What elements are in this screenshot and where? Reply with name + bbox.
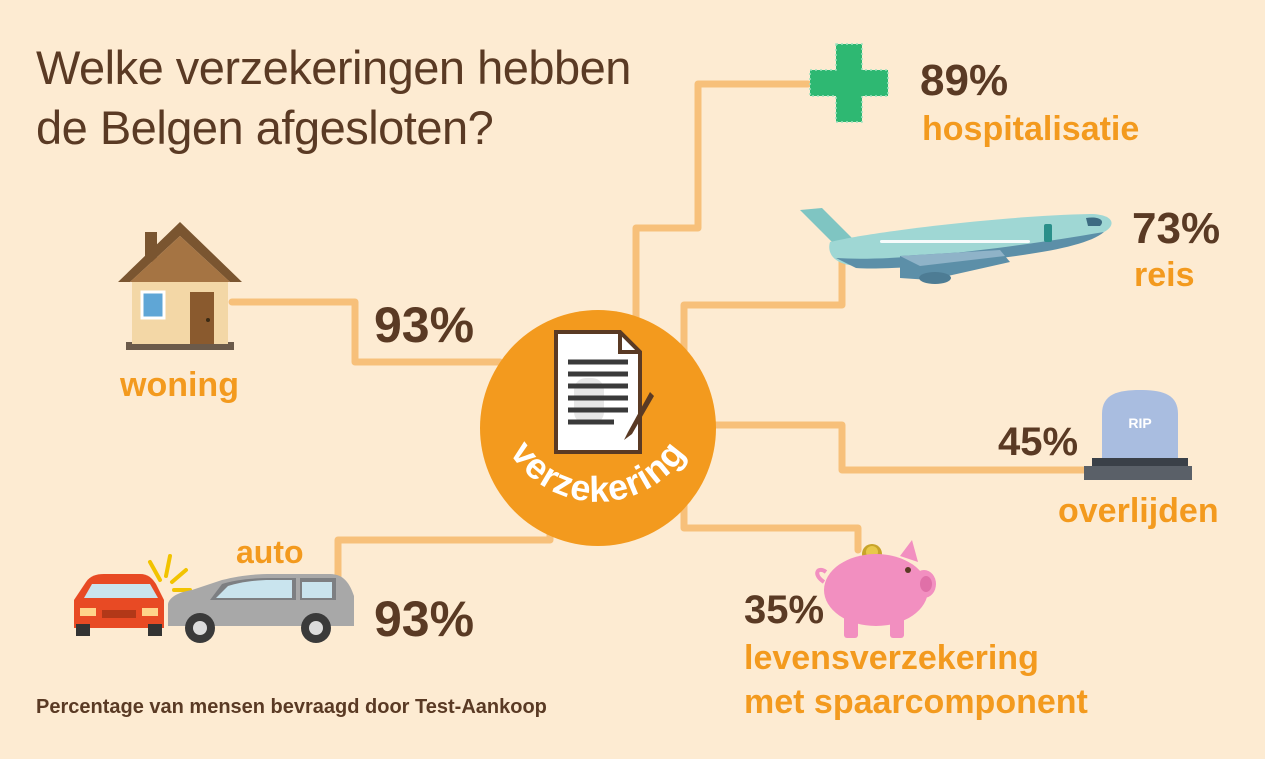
leven-label-line1: levensverzekering bbox=[744, 639, 1039, 677]
leven-percent: 35% bbox=[744, 588, 825, 632]
woning-label: woning bbox=[120, 366, 239, 404]
title-line2: de Belgen afgesloten? bbox=[36, 101, 494, 154]
hospitalisatie-label: hospitalisatie bbox=[922, 110, 1140, 148]
medical-cross-icon bbox=[809, 43, 889, 123]
reis-percent: 73% bbox=[1132, 204, 1221, 253]
footer-note: Percentage van mensen bevraagd door Test… bbox=[36, 696, 547, 718]
connector-overlijden bbox=[708, 421, 1092, 474]
connector-reis bbox=[680, 258, 846, 364]
woning-percent: 93% bbox=[374, 297, 475, 353]
house-icon bbox=[118, 222, 242, 350]
car-collision-icon bbox=[74, 554, 354, 643]
tombstone-icon: RIP bbox=[1084, 390, 1192, 480]
auto-label: auto bbox=[236, 534, 304, 570]
title-line1: Welke verzekeringen hebben bbox=[36, 41, 631, 94]
center-hub: verzekering bbox=[480, 310, 716, 546]
auto-percent: 93% bbox=[374, 591, 475, 647]
overlijden-percent: 45% bbox=[998, 420, 1079, 464]
leven-label: levensverzekering met spaarcomponent bbox=[744, 636, 1088, 724]
piggy-bank-icon bbox=[815, 540, 936, 638]
connector-woning bbox=[228, 298, 504, 366]
reis-label: reis bbox=[1134, 256, 1195, 294]
tombstone-text: RIP bbox=[1128, 415, 1151, 431]
page-title: Welke verzekeringen hebben de Belgen afg… bbox=[36, 38, 631, 158]
overlijden-label: overlijden bbox=[1058, 492, 1219, 530]
hospitalisatie-percent: 89% bbox=[920, 56, 1009, 105]
airplane-icon bbox=[800, 208, 1112, 284]
leven-label-line2: met spaarcomponent bbox=[744, 683, 1088, 721]
connector-hospitalisatie bbox=[632, 80, 812, 324]
document-pen-icon bbox=[554, 330, 654, 454]
connector-leven bbox=[680, 488, 862, 554]
